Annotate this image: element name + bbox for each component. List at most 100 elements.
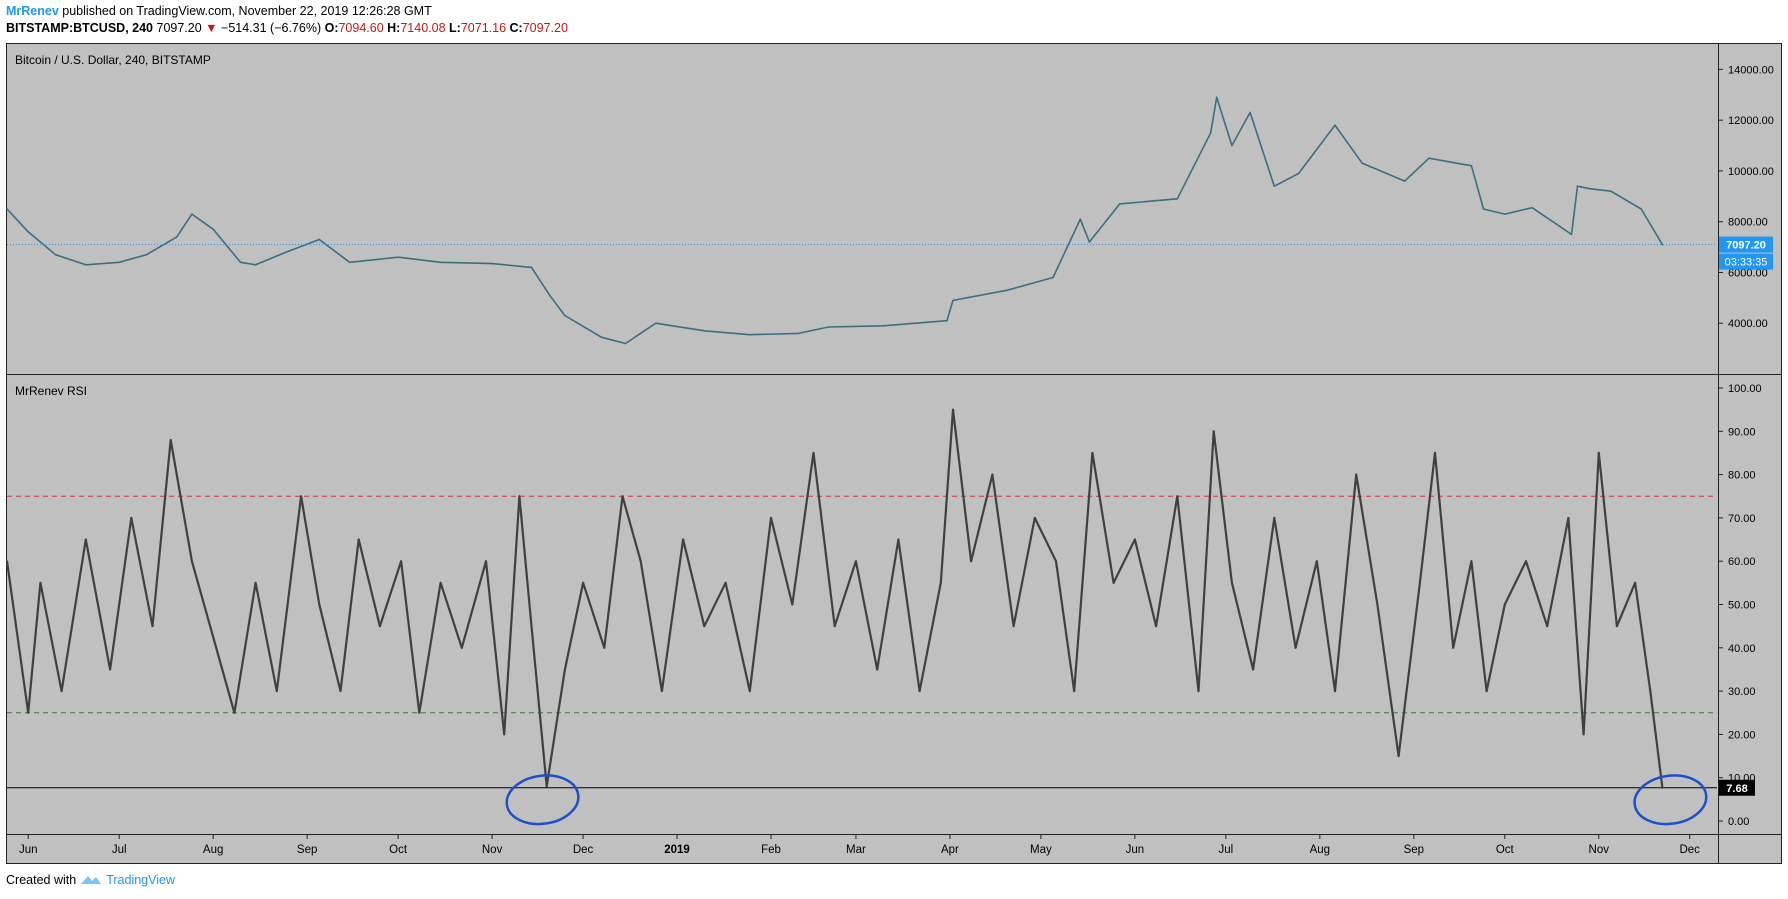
rsi-point (545, 785, 548, 788)
rsi-point (1397, 755, 1400, 758)
rsi-point (1376, 603, 1379, 606)
price-axis-label: 12000.00 (1728, 115, 1774, 127)
rsi-point (300, 495, 303, 498)
price-change: −514.31 (−6.76%) (221, 21, 322, 35)
last-price: 7097.20 (156, 21, 202, 35)
price-axis-label: 6000.00 (1728, 267, 1768, 279)
rsi-axis-label: 50.00 (1728, 600, 1756, 612)
price-point (1570, 233, 1573, 236)
time-axis-label: Oct (1496, 844, 1515, 856)
price-point (1215, 96, 1218, 99)
rsi-point (703, 625, 706, 628)
rsi-point (854, 560, 857, 563)
price-point (239, 261, 242, 264)
price-point (1428, 157, 1430, 160)
rsi-point (833, 625, 836, 628)
rsi-point (682, 538, 685, 541)
rsi-point (503, 733, 506, 736)
price-point (1118, 203, 1121, 205)
rsi-point (1112, 581, 1115, 584)
rsi-point (1073, 690, 1076, 693)
rsi-point (400, 560, 403, 563)
rsi-point (130, 516, 133, 519)
rsi-point (1597, 451, 1600, 454)
time-axis-label: May (1030, 844, 1052, 856)
rsi-point (1634, 581, 1637, 584)
rsi-point (1649, 690, 1652, 693)
rsi-point (724, 581, 727, 584)
rsi-point (215, 646, 218, 649)
low-label: L: (449, 21, 461, 35)
tradingview-link[interactable]: TradingView (106, 873, 175, 887)
rsi-point (812, 451, 815, 454)
rsi-point (1197, 690, 1200, 693)
rsi-point (1582, 733, 1585, 736)
publish-info: MrRenev published on TradingView.com, No… (6, 4, 432, 18)
price-point (749, 333, 751, 336)
price-point (952, 299, 954, 302)
rsi-point (1615, 625, 1618, 628)
rsi-point (1212, 430, 1215, 433)
price-point (946, 319, 948, 322)
author-link[interactable]: MrRenev (6, 4, 59, 18)
price-point (1334, 124, 1336, 127)
rsi-point (660, 690, 663, 693)
rsi-point (582, 581, 585, 584)
rsi-point (39, 581, 42, 584)
price-axis-label: 14000.00 (1728, 64, 1774, 76)
price-axis-label: 10000.00 (1728, 166, 1774, 178)
rsi-point (378, 625, 381, 628)
rsi-point (939, 581, 942, 584)
price-point (439, 261, 442, 264)
published-text: published on TradingView.com, November 2… (62, 4, 432, 18)
price-point (655, 322, 657, 325)
rsi-point (418, 711, 421, 714)
rsi-point (1055, 560, 1058, 563)
time-axis-label: Aug (1310, 844, 1330, 856)
low-value: 7071.16 (460, 21, 507, 35)
price-point (285, 251, 287, 253)
rsi-point (1661, 786, 1664, 789)
rsi-point (1418, 581, 1421, 584)
rsi-point (169, 438, 172, 441)
time-axis-label: Jun (19, 844, 38, 856)
rsi-point (1470, 560, 1473, 563)
created-with-text: Created with (6, 873, 77, 887)
rsi-point (460, 646, 463, 649)
rsi-axis-label: 20.00 (1728, 729, 1756, 741)
rsi-point (1252, 668, 1255, 671)
rsi-point (1230, 581, 1233, 584)
high-label: H: (387, 21, 401, 35)
time-axis-label: Jul (112, 844, 127, 856)
time-axis-label: Dec (1679, 844, 1700, 856)
rsi-axis-label: 30.00 (1728, 686, 1756, 698)
rsi-value-tag (1719, 779, 1755, 796)
rsi-point (951, 408, 954, 411)
price-point (703, 330, 706, 332)
rsi-point (84, 538, 87, 541)
price-point (827, 326, 830, 328)
hand-drawn-circle-annotation (1633, 774, 1708, 826)
price-point (1231, 144, 1233, 147)
rsi-point (27, 711, 30, 714)
rsi-axis-label: 80.00 (1728, 470, 1756, 482)
time-axis-label: Sep (1404, 844, 1424, 856)
price-point (145, 253, 148, 256)
countdown-tag (1719, 253, 1773, 270)
rsi-point (1503, 603, 1506, 606)
rsi-point (876, 668, 879, 671)
time-axis-label: Feb (761, 844, 781, 856)
close-value: 7097.20 (522, 21, 568, 35)
price-point (175, 236, 178, 238)
price-point (1006, 289, 1009, 292)
time-axis-label: Jun (1126, 844, 1145, 856)
rsi-axis-label: 100.00 (1728, 383, 1762, 395)
time-axis-label: 2019 (664, 844, 690, 856)
price-axis-label: 8000.00 (1728, 217, 1768, 229)
rsi-point (1355, 473, 1358, 476)
rsi-point (770, 516, 773, 519)
price-point (1088, 241, 1091, 243)
rsi-point (190, 560, 193, 563)
rsi-point (1333, 690, 1336, 693)
